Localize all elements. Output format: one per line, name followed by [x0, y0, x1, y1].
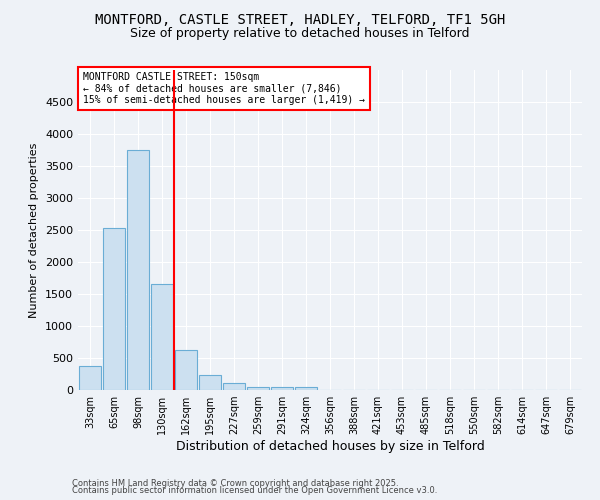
- Bar: [271, 388, 293, 390]
- Bar: [127, 150, 149, 390]
- Text: Size of property relative to detached houses in Telford: Size of property relative to detached ho…: [130, 28, 470, 40]
- Text: Contains HM Land Registry data © Crown copyright and database right 2025.: Contains HM Land Registry data © Crown c…: [72, 478, 398, 488]
- Text: MONTFORD CASTLE STREET: 150sqm
← 84% of detached houses are smaller (7,846)
15% : MONTFORD CASTLE STREET: 150sqm ← 84% of …: [83, 72, 365, 105]
- Text: MONTFORD, CASTLE STREET, HADLEY, TELFORD, TF1 5GH: MONTFORD, CASTLE STREET, HADLEY, TELFORD…: [95, 12, 505, 26]
- Bar: [223, 384, 245, 390]
- Text: Contains public sector information licensed under the Open Government Licence v3: Contains public sector information licen…: [72, 486, 437, 495]
- Bar: [199, 376, 221, 390]
- Bar: [103, 228, 125, 390]
- Bar: [151, 284, 173, 390]
- Bar: [79, 366, 101, 390]
- Bar: [247, 387, 269, 390]
- Bar: [295, 388, 317, 390]
- Bar: [175, 350, 197, 390]
- Y-axis label: Number of detached properties: Number of detached properties: [29, 142, 40, 318]
- X-axis label: Distribution of detached houses by size in Telford: Distribution of detached houses by size …: [176, 440, 484, 453]
